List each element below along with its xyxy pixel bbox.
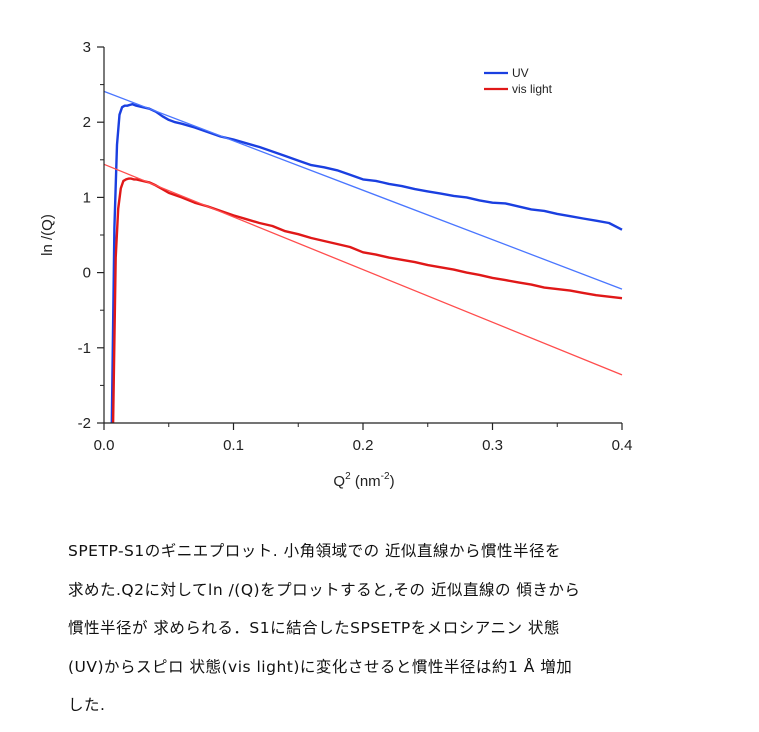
- caption-line-4: (UV)からスピロ 状態(vis light)に変化させると慣性半径は約1 Å …: [68, 657, 573, 676]
- uv-curve: [110, 102, 623, 424]
- y-tick-label: 1: [83, 189, 91, 206]
- y-tick-label: 2: [83, 114, 91, 131]
- x-tick-label: 0.3: [482, 437, 503, 454]
- y-tick-label: 3: [83, 39, 91, 56]
- y-tick-label: -2: [78, 415, 91, 432]
- guinier-plot: -2 -1 0 1 2 3 0.0 0.1 0.2 0.3 0.4 ln /(Q) Q2 (nm-2…: [39, 39, 633, 490]
- uv-fit-line: [103, 90, 623, 290]
- y-tick-label: -1: [78, 340, 91, 357]
- y-axis-label: ln /(Q): [39, 214, 56, 256]
- x-axis-label: Q2 (nm-2): [333, 471, 394, 490]
- legend-label-uv: UV: [512, 66, 529, 80]
- caption-line-3: 慣性半径が 求められる．S1に結合したSPSETPをメロシアニン 状態: [68, 619, 560, 637]
- x-tick-label: 0.2: [353, 437, 374, 454]
- figure-caption: SPETP-S1のギニエプロット. 小角領域での 近似直線から慣性半径を 求めた…: [68, 532, 708, 725]
- vis-light-curve: [111, 177, 623, 424]
- plot-lines: [103, 90, 623, 424]
- caption-line-1: SPETP-S1のギニエプロット. 小角領域での 近似直線から慣性半径を: [68, 542, 562, 560]
- caption-line-5: した.: [68, 696, 106, 714]
- x-tick-label: 0.4: [612, 437, 633, 454]
- axes: -2 -1 0 1 2 3 0.0 0.1 0.2 0.3 0.4: [78, 39, 633, 454]
- vis-light-fit-line: [103, 163, 623, 376]
- x-tick-label: 0.0: [94, 437, 115, 454]
- caption-line-2: 求めた.Q2に対してln /(Q)をプロットすると,その 近似直線の 傾きから: [68, 580, 581, 599]
- x-tick-label: 0.1: [223, 437, 244, 454]
- legend-label-vis-light: vis light: [512, 82, 553, 96]
- y-tick-label: 0: [83, 265, 91, 282]
- legend: UV vis light: [484, 66, 553, 96]
